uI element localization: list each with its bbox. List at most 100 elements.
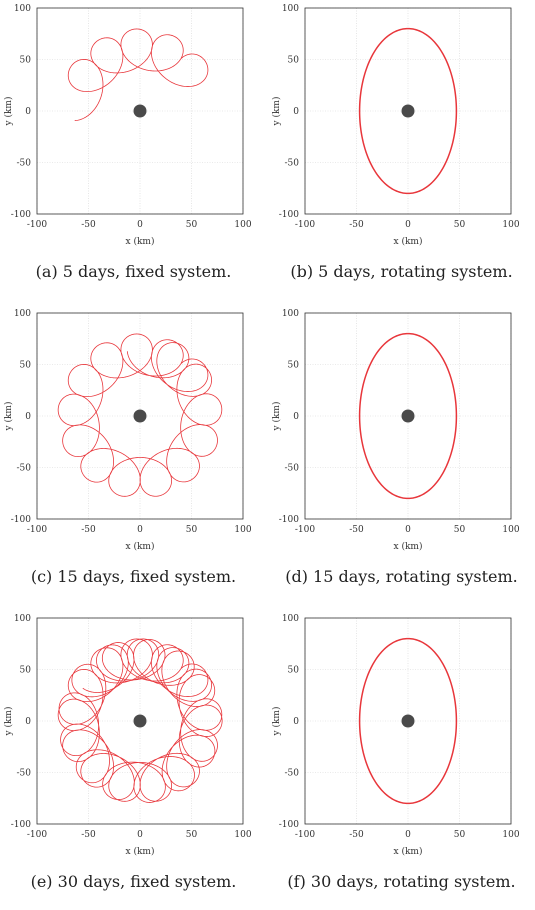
x-tick-label: -100 — [295, 220, 315, 230]
y-tick-label: 0 — [25, 412, 31, 422]
y-axis-label: y (km) — [3, 97, 14, 127]
y-tick-label: 0 — [293, 412, 299, 422]
y-tick-label: 0 — [25, 717, 31, 727]
y-tick-label: 0 — [293, 717, 299, 727]
y-tick-label: 0 — [25, 107, 31, 117]
x-axis-label: x (km) — [394, 236, 423, 247]
plot-frame — [304, 617, 512, 825]
chart-panel-e: -100 -50 0 50 100 -100 -50 0 50 100 x (km) y (km) (e… — [0, 610, 267, 910]
plot-frame — [36, 312, 244, 520]
x-tick-label: 50 — [454, 830, 466, 840]
y-tick-label: -100 — [11, 820, 31, 830]
y-tick-label: 100 — [14, 309, 31, 319]
x-tick-label: -100 — [27, 830, 47, 840]
plot-frame — [36, 7, 244, 215]
y-axis-label: y (km) — [3, 707, 14, 737]
x-axis-label: x (km) — [126, 846, 155, 857]
x-tick-label: 0 — [405, 220, 411, 230]
y-tick-label: 100 — [282, 309, 299, 319]
y-tick-label: -50 — [17, 769, 32, 779]
y-tick-label: -50 — [285, 769, 300, 779]
panel-caption: (e) 30 days, fixed system. — [30, 872, 237, 891]
panel-caption: (d) 15 days, rotating system. — [285, 567, 518, 586]
y-axis-label: y (km) — [3, 402, 14, 432]
y-tick-label: 100 — [282, 614, 299, 624]
central-body — [401, 409, 415, 423]
y-tick-label: -50 — [285, 159, 300, 169]
y-tick-label: 100 — [14, 4, 31, 14]
y-tick-label: -100 — [11, 210, 31, 220]
y-tick-label: 50 — [20, 56, 32, 66]
x-tick-label: 0 — [405, 525, 411, 535]
y-tick-label: 100 — [14, 614, 31, 624]
x-axis-label: x (km) — [126, 541, 155, 552]
chart-svg: -100 -50 0 50 100 -100 -50 0 50 100 x (km) y (km) — [271, 309, 520, 552]
x-tick-label: 50 — [186, 220, 198, 230]
x-tick-label: 50 — [454, 220, 466, 230]
central-body — [133, 104, 147, 118]
plot-frame — [304, 312, 512, 520]
chart-svg: -100 -50 0 50 100 -100 -50 0 50 100 x (km) y (km) — [3, 309, 252, 552]
x-tick-label: 100 — [502, 830, 519, 840]
x-tick-label: -100 — [27, 220, 47, 230]
central-body — [401, 714, 415, 728]
y-tick-label: -50 — [285, 464, 300, 474]
y-tick-label: -50 — [17, 159, 32, 169]
x-tick-label: -100 — [27, 525, 47, 535]
panel-caption: (f) 30 days, rotating system. — [287, 872, 516, 891]
x-tick-label: -100 — [295, 830, 315, 840]
y-tick-label: -100 — [279, 820, 299, 830]
trajectory-line — [57, 638, 223, 803]
x-tick-label: 100 — [502, 220, 519, 230]
y-axis-label: y (km) — [271, 402, 282, 432]
trajectory-line — [358, 332, 458, 500]
chart-panel-b: -100 -50 0 50 100 -100 -50 0 50 100 x (km) y (km) (b… — [268, 0, 535, 300]
plot-frame — [304, 7, 512, 215]
chart-svg: -100 -50 0 50 100 -100 -50 0 50 100 x (km) y (km) — [271, 614, 520, 857]
central-body — [133, 714, 147, 728]
trajectory-line — [358, 637, 458, 805]
chart-panel-c: -100 -50 0 50 100 -100 -50 0 50 100 x (km) y (km) (c… — [0, 305, 267, 605]
x-tick-label: 50 — [186, 830, 198, 840]
x-tick-label: -50 — [81, 830, 96, 840]
x-tick-label: 0 — [137, 525, 143, 535]
x-tick-label: -50 — [349, 220, 364, 230]
chart-panel-f: -100 -50 0 50 100 -100 -50 0 50 100 x (km) y (km) (f… — [268, 610, 535, 910]
y-tick-label: -100 — [11, 515, 31, 525]
trajectory-line — [57, 333, 223, 497]
x-tick-label: 0 — [137, 830, 143, 840]
x-tick-label: 0 — [137, 220, 143, 230]
central-body — [401, 104, 415, 118]
x-tick-label: -50 — [81, 220, 96, 230]
y-tick-label: 100 — [282, 4, 299, 14]
x-tick-label: 50 — [454, 525, 466, 535]
plot-frame — [36, 617, 244, 825]
x-tick-label: -50 — [349, 830, 364, 840]
y-axis-label: y (km) — [271, 707, 282, 737]
y-tick-label: -100 — [279, 210, 299, 220]
y-tick-label: 50 — [20, 361, 32, 371]
panel-caption: (c) 15 days, fixed system. — [30, 567, 237, 586]
y-tick-label: 50 — [288, 56, 300, 66]
y-tick-label: 0 — [293, 107, 299, 117]
x-tick-label: 100 — [234, 525, 251, 535]
x-tick-label: 100 — [234, 830, 251, 840]
y-tick-label: 50 — [288, 361, 300, 371]
panel-caption: (b) 5 days, rotating system. — [290, 262, 513, 281]
x-tick-label: -50 — [349, 525, 364, 535]
x-tick-label: 100 — [234, 220, 251, 230]
trajectory-line — [67, 28, 209, 121]
y-tick-label: -50 — [17, 464, 32, 474]
y-tick-label: 50 — [288, 666, 300, 676]
x-tick-label: 50 — [186, 525, 198, 535]
x-tick-label: -100 — [295, 525, 315, 535]
x-tick-label: 0 — [405, 830, 411, 840]
x-axis-label: x (km) — [126, 236, 155, 247]
chart-panel-d: -100 -50 0 50 100 -100 -50 0 50 100 x (km) y (km) (d… — [268, 305, 535, 605]
x-tick-label: -50 — [81, 525, 96, 535]
chart-svg: -100 -50 0 50 100 -100 -50 0 50 100 x (km) y (km) — [3, 4, 252, 247]
x-axis-label: x (km) — [394, 541, 423, 552]
y-tick-label: -100 — [279, 515, 299, 525]
chart-svg: -100 -50 0 50 100 -100 -50 0 50 100 x (km) y (km) — [3, 614, 252, 857]
trajectory-line — [358, 27, 458, 195]
